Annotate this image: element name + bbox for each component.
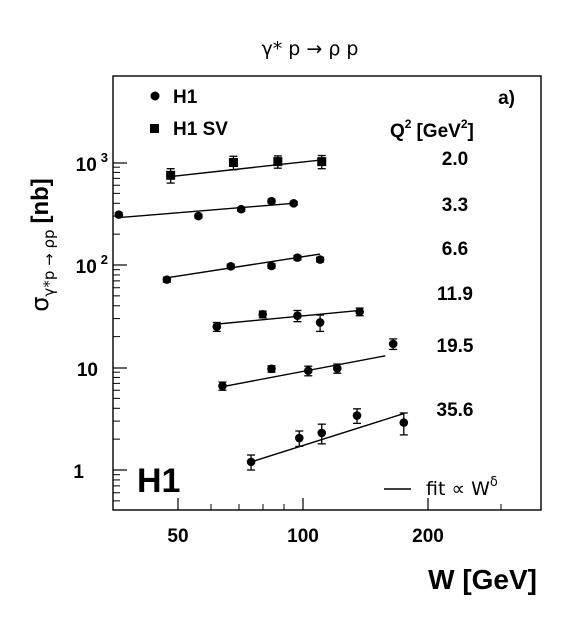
panel-label: a) <box>498 88 515 109</box>
data-point-square <box>166 170 176 180</box>
data-point <box>289 198 298 208</box>
data-point <box>315 255 325 264</box>
series-3.3 <box>114 196 298 221</box>
data-point <box>267 364 276 374</box>
legend-marker-square <box>150 124 159 133</box>
series-11.9 <box>212 307 364 333</box>
data-point <box>332 364 342 373</box>
data-point <box>317 428 327 438</box>
q2-value: 6.6 <box>442 239 468 260</box>
data-point <box>236 204 246 214</box>
x-tick-label: 50 <box>167 526 188 547</box>
data-point <box>246 457 256 467</box>
data-point <box>293 253 302 262</box>
h1-logo: H1 <box>137 462 180 500</box>
fit-line <box>170 159 322 178</box>
q2-value: 35.6 <box>437 400 474 421</box>
y-axis-label: σγ*p → ρp[nb] <box>26 178 58 312</box>
legend-label-h1: H1 <box>173 87 198 108</box>
q2-values: 2.0 3.3 6.6 11.9 19.5 35.6 <box>437 149 474 421</box>
data-point <box>258 310 268 319</box>
data-point <box>294 433 304 443</box>
legend-label-h1-sv: H1 SV <box>173 119 228 140</box>
data-point <box>315 318 325 327</box>
y-axis: 10 3 10 2 10 1 <box>73 150 127 483</box>
data-point <box>355 307 364 317</box>
data-point <box>218 381 227 391</box>
data-point <box>303 366 313 376</box>
x-tick-label: 200 <box>412 526 444 547</box>
x-tick-label: 100 <box>287 526 319 547</box>
data-point <box>226 262 236 271</box>
data-series <box>114 154 409 471</box>
data-point <box>399 418 409 427</box>
fit-legend: fit ∝ Wδ <box>384 475 498 500</box>
y-tick-label: 10 <box>77 360 98 381</box>
q2-value: 2.0 <box>442 149 468 170</box>
data-point <box>212 322 222 332</box>
data-point <box>114 210 124 219</box>
y-tick-label: 1 <box>73 462 84 483</box>
data-point-square <box>317 157 327 167</box>
y-tick-label: 10 3 <box>76 150 108 176</box>
legend: H1 H1 SV <box>150 87 228 140</box>
x-axis-label: W [GeV] <box>428 564 537 595</box>
data-point <box>388 339 398 349</box>
fit-line <box>250 412 404 463</box>
chart-title: γ* p → ρ p <box>261 38 358 60</box>
data-point <box>267 261 276 271</box>
data-point <box>293 311 302 321</box>
q2-value: 19.5 <box>437 336 474 357</box>
fit-line <box>222 355 386 388</box>
fit-line <box>216 309 360 325</box>
y-tick-label: 10 2 <box>76 252 108 278</box>
series-2.0 <box>166 154 327 184</box>
series-35.6 <box>246 408 409 471</box>
plot-frame <box>112 75 542 511</box>
data-point <box>352 411 362 420</box>
legend-marker-circle <box>150 91 160 101</box>
data-point-square <box>273 157 283 167</box>
series-19.5 <box>218 338 398 391</box>
data-point <box>194 211 203 221</box>
q2-header: Q2 [GeV2] <box>390 117 474 142</box>
fit-legend-label: fit ∝ Wδ <box>426 475 498 500</box>
fit-line <box>118 202 294 219</box>
series-6.6 <box>162 253 325 284</box>
data-point <box>162 275 172 284</box>
data-point-square <box>228 158 238 167</box>
q2-value: 11.9 <box>437 284 473 305</box>
data-point <box>267 196 276 206</box>
q2-value: 3.3 <box>442 195 468 216</box>
x-axis: 50 100 200 <box>167 498 502 547</box>
